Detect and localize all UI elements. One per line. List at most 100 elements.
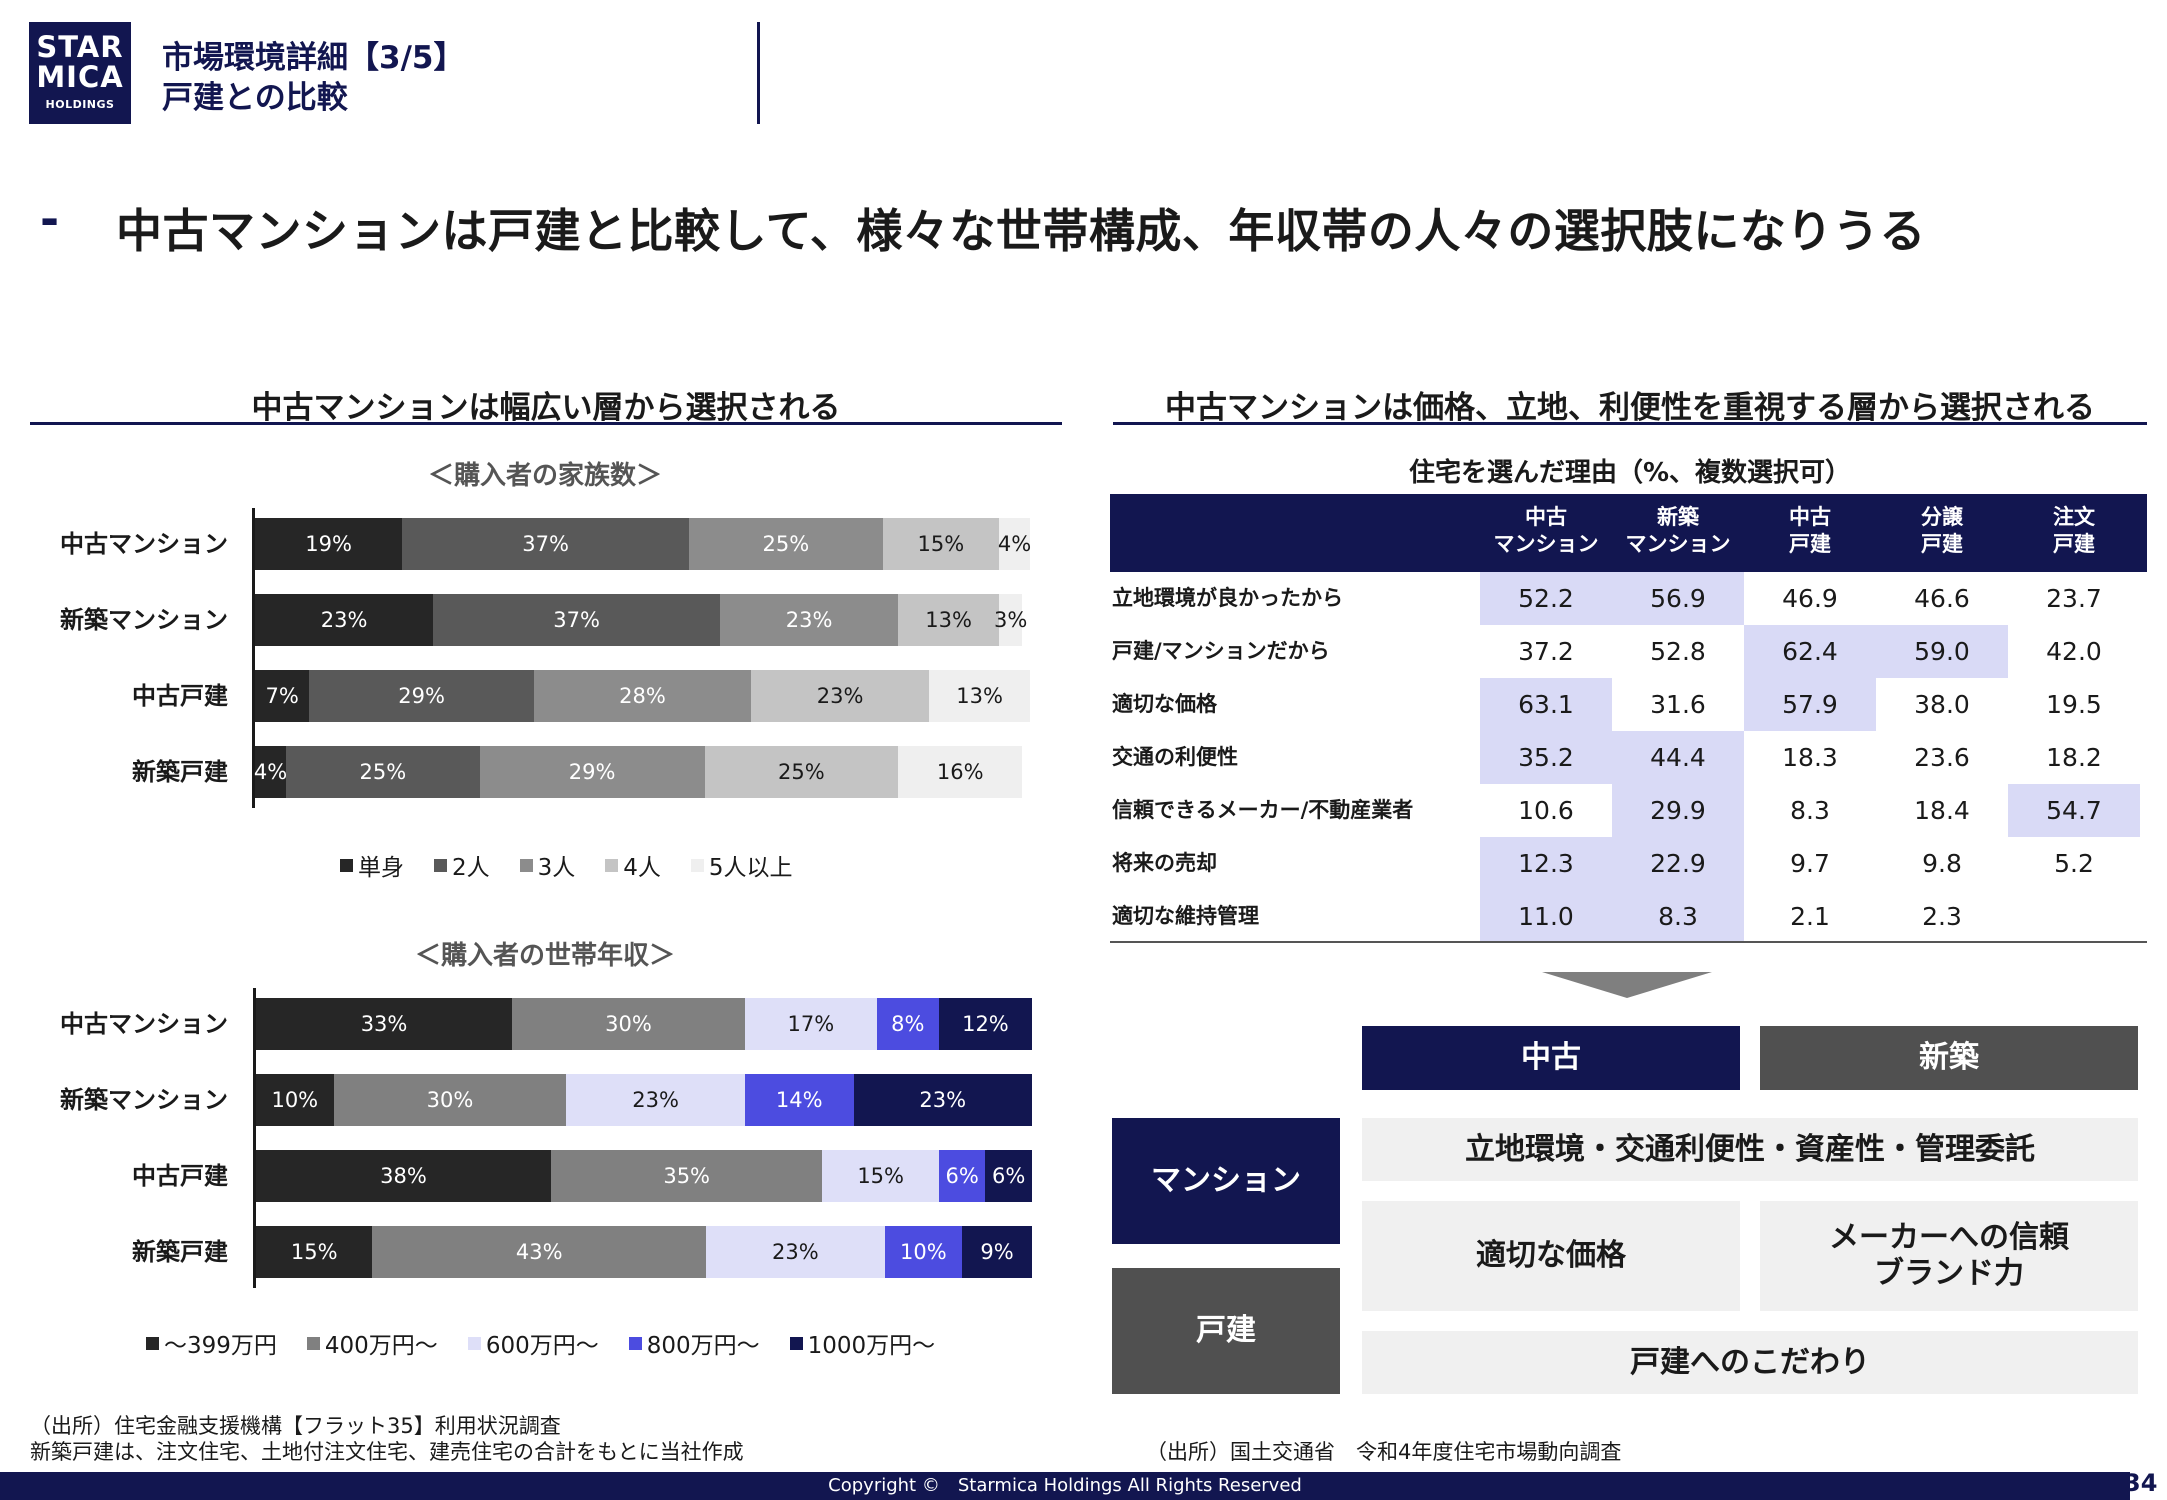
right-source: （出所）国土交通省 令和4年度住宅市場動向調査 <box>1146 1440 1622 1464</box>
common-reasons-box: 立地環境・交通利便性・資産性・管理委託 <box>1362 1118 2138 1181</box>
legend-item: 3人 <box>519 848 576 882</box>
table-cell: 62.4 <box>1744 625 1876 678</box>
legend-swatch <box>340 858 353 872</box>
table-row: 戸建/マンションだから 37.2 52.8 62.4 59.0 42.0 <box>1110 625 2147 678</box>
bar-segment: 3% <box>994 594 1027 646</box>
bar-segment: 7% <box>255 670 310 722</box>
chart-legend: ～399万円 400万円～ 600万円～ 800万円～ 1000万円～ <box>146 1326 965 1360</box>
bar-segment: 29% <box>309 670 534 722</box>
category-label: 新築戸建 <box>132 758 228 786</box>
bar-segment: 15% <box>256 1226 373 1278</box>
category-label: 中古マンション <box>60 1010 228 1038</box>
chart-title: ＜購入者の世帯年収＞ <box>414 941 675 971</box>
right-section-underline <box>1113 422 2147 425</box>
legend-label: 800万円～ <box>646 1333 760 1359</box>
legend-item: ～399万円 <box>146 1326 277 1360</box>
bar-segment: 33% <box>256 998 513 1050</box>
table-row: 適切な維持管理 11.0 8.3 2.1 2.3 <box>1110 890 2147 943</box>
table-header-cell: 新築 マンション <box>1625 505 1731 556</box>
stacked-bar: 19% 37% 25% 15% 4% <box>255 518 1031 570</box>
page-number: 34 <box>2124 1469 2158 1497</box>
table-row: 信頼できるメーカー/不動産業者 10.6 29.9 8.3 18.4 54.7 <box>1110 784 2147 837</box>
table-cell: 8.3 <box>1612 890 1744 943</box>
house-preference-box: 戸建へのこだわり <box>1362 1331 2138 1394</box>
left-section-underline <box>30 422 1062 425</box>
table-cell: 10.6 <box>1518 796 1574 825</box>
legend-label: 4人 <box>623 855 661 881</box>
legend-swatch <box>434 858 447 872</box>
logo-text-line3: HOLDINGS <box>45 98 115 111</box>
category-label: 新築マンション <box>60 606 228 634</box>
bar-segment: 23% <box>706 1226 885 1278</box>
table-cell: 18.2 <box>2046 743 2102 772</box>
stacked-bar: 38% 35% 15% 6% 6% <box>256 1150 1032 1202</box>
legend-label: 3人 <box>537 855 576 881</box>
category-label: 中古マンション <box>60 530 228 558</box>
table-cell: 29.9 <box>1612 784 1744 837</box>
legend-swatch <box>690 858 704 872</box>
table-cell: 44.4 <box>1612 731 1744 784</box>
header-divider <box>757 22 760 124</box>
table-cell: 9.8 <box>1922 849 1962 878</box>
bar-segment: 6% <box>985 1150 1032 1202</box>
stacked-bar: 4% 25% 29% 25% 16% <box>254 746 1030 798</box>
table-header-cell: 中古 マンション <box>1493 505 1599 556</box>
legend-item: 600万円～ <box>467 1326 599 1360</box>
table-cell: 2.1 <box>1790 902 1830 931</box>
chart-axis <box>252 508 255 808</box>
table-cell: 23.6 <box>1914 743 1970 772</box>
stacked-bar: 7% 29% 28% 23% 13% <box>255 670 1030 722</box>
bar-segment: 37% <box>433 594 720 646</box>
bar-segment: 23% <box>853 1074 1032 1126</box>
category-label: 新築マンション <box>60 1086 228 1114</box>
bar-segment: 43% <box>372 1226 707 1278</box>
copyright-text: Copyright © Starmica Holdings All Rights… <box>828 1475 1302 1496</box>
bar-segment: 15% <box>822 1150 939 1202</box>
category-label: 中古戸建 <box>132 682 228 710</box>
legend-swatch <box>789 1336 803 1350</box>
page-subtitle: 戸建との比較 <box>162 80 348 116</box>
table-cell: 9.7 <box>1790 849 1830 878</box>
down-arrow-icon <box>1542 972 1712 998</box>
left-source-line2: 新築戸建は、注文住宅、土地付注文住宅、建売住宅の合計をもとに当社作成 <box>30 1440 744 1464</box>
table-cell: 37.2 <box>1518 637 1574 666</box>
stacked-bar: 23% 37% 23% 13% 3% <box>255 594 1030 646</box>
table-header-cell: 注文 戸建 <box>2053 505 2095 556</box>
bar-segment: 9% <box>962 1226 1032 1278</box>
table-row: 立地環境が良かったから 52.2 56.9 46.9 46.6 23.7 <box>1110 572 2147 625</box>
legend-swatch <box>519 858 533 872</box>
legend-item: 4人 <box>605 848 661 882</box>
legend-label: 600万円～ <box>485 1333 599 1359</box>
bar-segment: 23% <box>751 670 930 722</box>
legend-item: 単身 <box>340 848 404 882</box>
legend-label: 1000万円～ <box>807 1333 936 1359</box>
bar-segment: 28% <box>534 670 751 722</box>
bar-segment: 29% <box>479 746 705 798</box>
table-cell: 31.6 <box>1650 690 1706 719</box>
trust-box-line2: ブランド力 <box>1874 1256 2024 1291</box>
bar-segment: 35% <box>550 1150 823 1202</box>
bar-segment: 23% <box>566 1074 745 1126</box>
table-header-cell: 中古 戸建 <box>1789 505 1831 556</box>
bar-segment: 17% <box>744 998 877 1050</box>
chart-legend: 単身 2人 3人 4人 5人以上 <box>340 848 823 882</box>
table-cell: 52.8 <box>1650 637 1706 666</box>
table-bottom-rule <box>1110 941 2147 943</box>
bar-segment: 10% <box>256 1074 334 1126</box>
logo-text-line1: STAR <box>36 30 124 64</box>
stacked-bar: 15% 43% 23% 10% 9% <box>256 1226 1032 1278</box>
table-row-label: 交通の利便性 <box>1112 745 1238 769</box>
legend-swatch <box>306 1336 320 1350</box>
stacked-bar: 33% 30% 17% 8% 12% <box>256 998 1032 1050</box>
main-message: 中古マンションは戸建と比較して、様々な世帯構成、年収帯の人々の選択肢になりうる <box>116 204 1926 258</box>
row-header-mansion: マンション <box>1112 1118 1340 1244</box>
table-row-label: 適切な価格 <box>1112 692 1217 716</box>
legend-swatch <box>605 858 619 872</box>
trust-box-line1: メーカーへの信頼 <box>1829 1220 2069 1255</box>
table-cell: 11.0 <box>1480 890 1612 943</box>
bar-segment: 23% <box>720 594 899 646</box>
table-cell: 18.4 <box>1914 796 1970 825</box>
column-header-used: 中古 <box>1362 1026 1740 1090</box>
table-cell: 22.9 <box>1612 837 1744 890</box>
table-row-label: 適切な維持管理 <box>1112 904 1259 928</box>
